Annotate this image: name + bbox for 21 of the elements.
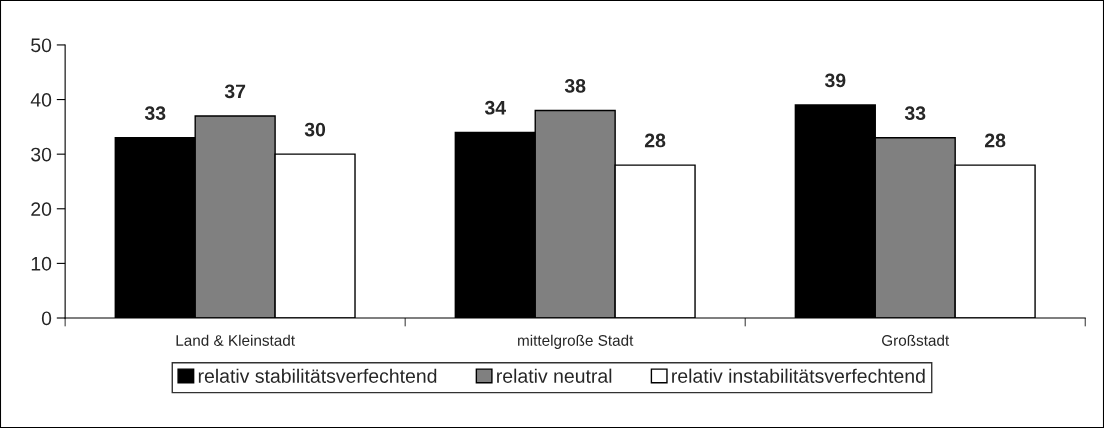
y-tick-label: 20 — [31, 202, 52, 217]
data-label: 28 — [984, 133, 1006, 148]
data-label: 28 — [644, 133, 666, 148]
data-label: 34 — [484, 100, 506, 115]
y-tick-label: 10 — [31, 256, 52, 271]
data-label: 39 — [824, 73, 846, 88]
x-tick-label: Großstadt — [882, 334, 950, 346]
data-label: 38 — [564, 78, 586, 93]
y-tick-label: 50 — [31, 38, 52, 53]
legend-label: relativ instabilitätsverfechtend — [672, 368, 925, 383]
x-tick-label: Land & Kleinstadt — [176, 334, 295, 346]
y-tick-label: 30 — [31, 147, 52, 162]
y-tick-label: 0 — [41, 311, 52, 326]
data-label: 33 — [144, 106, 166, 121]
data-label: 33 — [904, 106, 926, 121]
legend-label: relativ stabilitätsverfechtend — [198, 368, 437, 383]
legend-label: relativ neutral — [497, 368, 612, 383]
data-label: 30 — [304, 122, 326, 137]
y-tick-label: 40 — [30, 93, 52, 107]
data-label: 37 — [224, 84, 246, 99]
x-tick-label: mittelgroße Stadt — [518, 334, 634, 349]
